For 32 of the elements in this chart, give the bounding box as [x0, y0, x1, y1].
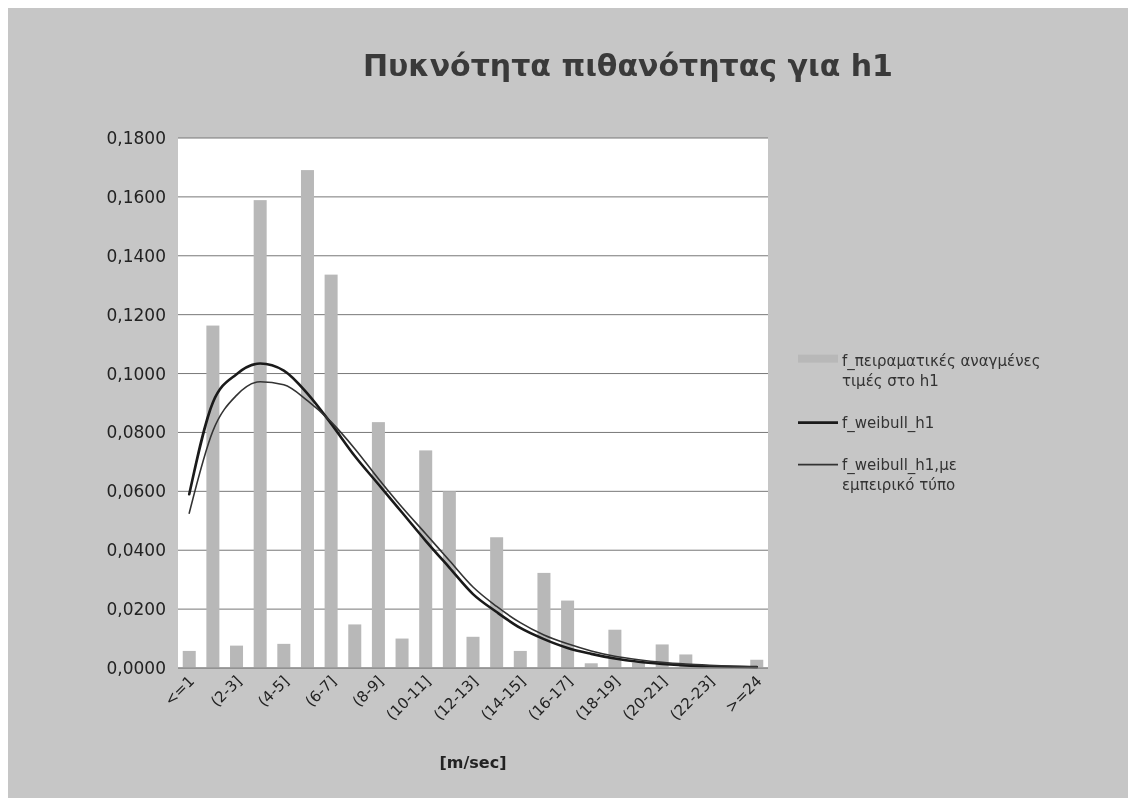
x-axis-title: [m/sec] — [439, 753, 507, 772]
chart-title: Πυκνότητα πιθανότητας για h1 — [362, 48, 894, 83]
bar — [300, 170, 314, 668]
bar — [348, 624, 362, 668]
y-tick-label: 0,0400 — [106, 540, 166, 561]
y-tick-label: 0,1000 — [106, 363, 166, 384]
bar — [513, 650, 527, 668]
legend-label: f_weibull_h1 — [842, 413, 935, 433]
y-tick-label: 0,0200 — [106, 599, 166, 620]
bar — [277, 643, 291, 668]
bar — [395, 638, 409, 668]
bar — [419, 450, 433, 668]
bar — [206, 325, 220, 668]
bar — [466, 636, 480, 668]
y-tick-label: 0,0800 — [106, 422, 166, 443]
bar — [442, 491, 456, 668]
bar — [253, 200, 267, 668]
y-tick-label: 0,0600 — [106, 481, 166, 502]
y-tick-label: 0,1400 — [106, 245, 166, 266]
y-tick-label: 0,1800 — [106, 128, 166, 148]
y-tick-label: 0,1200 — [106, 304, 166, 325]
y-tick-label: 0,1600 — [106, 186, 166, 207]
bar — [371, 422, 385, 668]
legend-label: f_weibull_h1,με εμπειρικό τύπο — [842, 455, 957, 494]
y-tick-label: 0,0000 — [106, 658, 166, 678]
bar — [490, 537, 504, 668]
bar — [537, 572, 551, 668]
bar — [324, 274, 338, 668]
bar — [230, 645, 244, 668]
bar — [182, 650, 196, 668]
bar — [561, 600, 575, 668]
legend-label: f_πειραματικές αναγμένες τιμές στο h1 — [842, 351, 1041, 390]
